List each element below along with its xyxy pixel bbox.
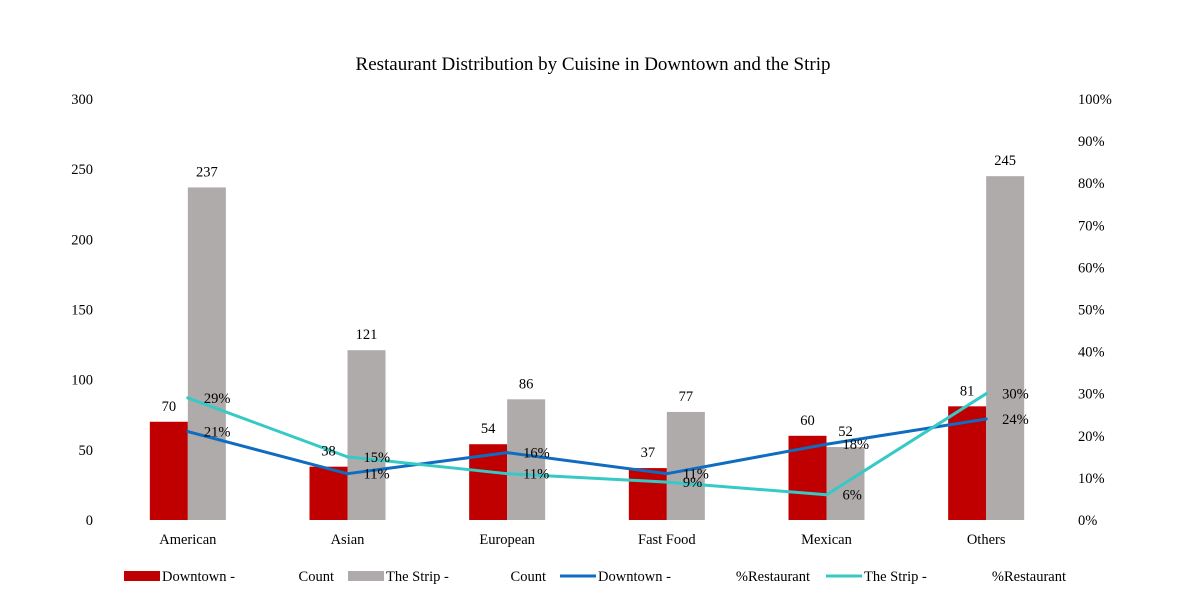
line-point (825, 442, 828, 446)
legend-label-suffix: %Restaurant (736, 569, 810, 585)
legend-label-prefix: The Strip - (864, 569, 927, 585)
left-axis: 0 50 100 150 200 250 300 (71, 92, 93, 529)
bar-downtown (309, 466, 348, 520)
line-data-label: 24% (1002, 412, 1029, 428)
left-axis-tick-label: 100 (71, 373, 93, 389)
line-data-label: 11% (364, 467, 390, 483)
line-downtown-restaurant (186, 417, 988, 476)
line-the-strip-restaurant (186, 392, 988, 497)
bar-data-label: 81 (960, 383, 975, 399)
line-data-label: 11% (523, 467, 549, 483)
left-axis-tick-label: 50 (79, 443, 94, 459)
bar-data-label: 37 (641, 445, 656, 461)
line-data-label: 30% (1002, 387, 1029, 403)
category-label: European (479, 532, 535, 548)
bar-downtown (149, 421, 188, 520)
legend-label-prefix: The Strip - (386, 569, 449, 585)
line-point (825, 493, 828, 497)
bar-strip (187, 187, 226, 520)
line-point (186, 396, 190, 400)
category-label: Mexican (801, 532, 852, 548)
bar-data-label: 38 (321, 444, 336, 460)
left-axis-tick-label: 150 (71, 303, 93, 319)
bar-strip (986, 176, 1025, 520)
legend-label-prefix: Downtown - (162, 569, 235, 585)
line-point (346, 472, 349, 476)
category-axis: American Asian European Fast Food Mexican Oth… (159, 532, 1006, 548)
bar-series-group (149, 176, 1025, 520)
right-axis-tick-label: 40% (1078, 345, 1105, 361)
line-point (346, 455, 349, 459)
bar-strip (507, 399, 546, 520)
line-point (665, 472, 669, 476)
line-point (984, 392, 988, 396)
bar-data-label: 60 (800, 413, 815, 429)
line-data-label: 15% (364, 450, 391, 466)
category-label: Others (967, 532, 1006, 548)
right-axis-tick-label: 70% (1078, 218, 1105, 234)
line-data-label: 9% (683, 475, 702, 491)
line-point (984, 417, 988, 421)
left-axis-tick-label: 300 (71, 92, 93, 108)
bar-strip (347, 350, 386, 520)
bar-data-label: 70 (162, 399, 177, 415)
line-data-label: 29% (204, 391, 231, 407)
legend-swatch (348, 571, 384, 581)
bar-data-label: 245 (994, 153, 1016, 169)
legend-swatch (124, 571, 160, 581)
bar-strip (666, 411, 705, 520)
data-labels-group: 70385437608123712186775224521%11%16%11%1… (162, 153, 1029, 504)
right-axis-tick-label: 80% (1078, 176, 1105, 192)
line-data-label: 16% (523, 446, 550, 462)
bar-downtown (628, 468, 667, 520)
line-series-group (186, 392, 988, 497)
line-data-label: 6% (843, 488, 862, 504)
category-label: Fast Food (638, 532, 696, 548)
right-axis-tick-label: 100% (1078, 92, 1112, 108)
bar-data-label: 52 (838, 424, 853, 440)
legend-label-prefix: Downtown - (598, 569, 671, 585)
right-axis-tick-label: 20% (1078, 429, 1105, 445)
line-point (505, 472, 509, 476)
right-axis-tick-label: 60% (1078, 260, 1105, 276)
line-point (665, 480, 669, 484)
line-data-label: 11% (683, 467, 709, 483)
left-axis-tick-label: 200 (71, 232, 93, 248)
right-axis-tick-label: 50% (1078, 303, 1105, 319)
legend-label-suffix: Count (511, 569, 546, 585)
right-axis-tick-label: 90% (1078, 134, 1105, 150)
chart-title: Restaurant Distribution by Cuisine in Do… (356, 54, 831, 75)
bar-data-label: 86 (519, 376, 534, 392)
bar-data-label: 237 (196, 164, 218, 180)
legend-label-suffix: %Restaurant (992, 569, 1066, 585)
right-axis-tick-label: 0% (1078, 513, 1097, 529)
left-axis-tick-label: 250 (71, 162, 93, 178)
line-point (505, 451, 509, 455)
bar-data-label: 77 (679, 389, 694, 405)
right-axis-tick-label: 10% (1078, 471, 1105, 487)
left-axis-tick-label: 0 (86, 513, 93, 529)
right-axis: 0% 10% 20% 30% 40% 50% 60% 70% 80% 90% 100% (1078, 92, 1112, 529)
line-data-label: 21% (204, 425, 231, 441)
legend: Downtown - Count The Strip - Count Downtown … (124, 569, 1066, 585)
right-axis-tick-label: 30% (1078, 387, 1105, 403)
category-label: Asian (331, 532, 366, 548)
bar-data-label: 121 (356, 327, 378, 343)
bar-data-label: 54 (481, 421, 496, 437)
line-point (186, 430, 190, 434)
category-label: American (159, 532, 217, 548)
legend-label-suffix: Count (299, 569, 334, 585)
line-data-label: 18% (843, 437, 870, 453)
